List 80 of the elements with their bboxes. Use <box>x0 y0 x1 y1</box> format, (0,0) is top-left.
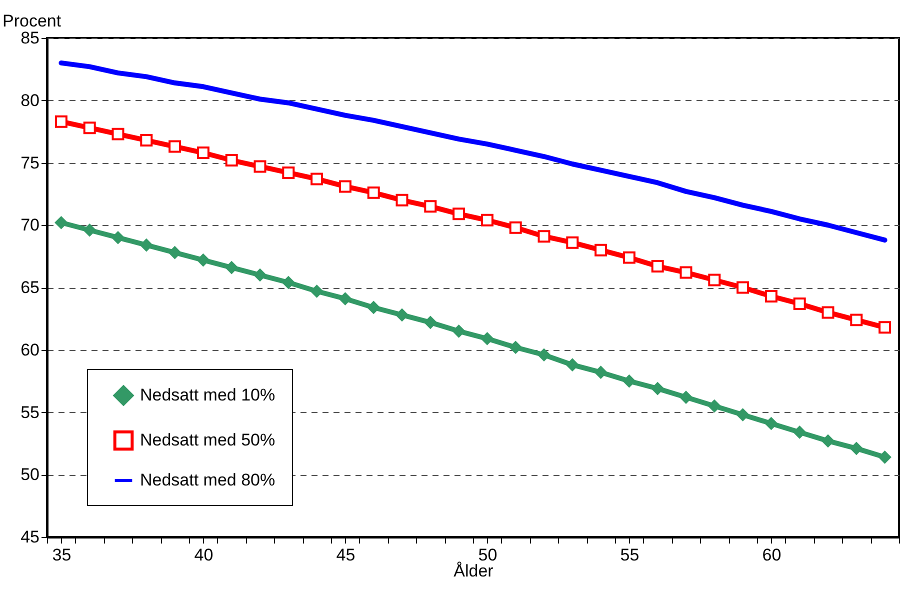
point <box>452 208 466 220</box>
point <box>736 281 750 294</box>
x-tick-label: 55 <box>620 546 640 564</box>
point <box>54 115 68 128</box>
point <box>822 434 834 448</box>
point <box>452 324 466 338</box>
x-tick-label: 35 <box>52 546 72 564</box>
y-tick-label: 80 <box>20 90 40 110</box>
x-axis-title: Ålder <box>454 562 494 580</box>
point <box>83 122 96 134</box>
point <box>254 160 266 173</box>
point <box>54 216 68 229</box>
point <box>225 154 238 166</box>
point <box>112 231 124 244</box>
point <box>850 314 863 326</box>
y-tick-label: 55 <box>20 402 40 422</box>
point <box>764 417 778 430</box>
point <box>708 274 721 286</box>
point <box>566 236 579 249</box>
point <box>878 321 892 334</box>
point <box>878 450 892 464</box>
point <box>196 146 210 160</box>
y-tick-label: 70 <box>20 216 40 235</box>
legend-label: Nedsatt med 80% <box>140 470 276 490</box>
point <box>680 266 692 279</box>
point <box>168 246 182 259</box>
point <box>736 408 750 421</box>
point <box>83 224 96 236</box>
point <box>225 261 238 274</box>
point <box>310 285 324 298</box>
point <box>196 254 210 266</box>
point <box>480 214 494 226</box>
point <box>282 166 295 179</box>
point <box>140 238 153 252</box>
point <box>282 276 295 289</box>
y-tick-label: 50 <box>20 465 40 484</box>
y-tick-label: 60 <box>20 340 40 360</box>
y-tick-label: 65 <box>20 278 40 297</box>
point <box>651 382 664 395</box>
x-tick-label: 45 <box>336 546 356 564</box>
point <box>822 306 834 319</box>
point <box>793 426 806 438</box>
point <box>509 221 522 234</box>
point <box>850 442 863 455</box>
point <box>424 316 437 329</box>
legend-label: Nedsatt med 10% <box>140 386 276 404</box>
point <box>764 290 778 302</box>
point <box>254 268 266 282</box>
point <box>367 301 380 314</box>
y-tick-label: 85 <box>20 28 40 48</box>
point <box>338 292 352 305</box>
x-tick-label: 50 <box>478 546 498 564</box>
y-axis-title: Procent <box>2 12 62 30</box>
point <box>594 244 608 256</box>
point <box>708 400 721 412</box>
x-tick-label: 60 <box>762 546 782 564</box>
point <box>310 172 324 186</box>
point <box>168 140 182 153</box>
point <box>140 134 153 147</box>
point <box>622 374 636 388</box>
point <box>651 260 664 273</box>
point <box>622 251 636 264</box>
point <box>424 200 437 213</box>
point <box>793 297 806 310</box>
point <box>112 128 124 140</box>
y-tick-label: 75 <box>20 153 40 172</box>
point <box>338 180 352 193</box>
point <box>480 332 494 345</box>
point <box>396 308 408 322</box>
point <box>680 391 692 404</box>
x-tick-label: 40 <box>194 546 214 564</box>
point <box>538 348 550 362</box>
point <box>594 366 608 379</box>
point <box>538 230 550 243</box>
y-tick-label: 45 <box>20 528 40 546</box>
point <box>566 358 579 372</box>
point <box>396 194 408 206</box>
point <box>509 341 522 354</box>
point <box>367 186 380 199</box>
legend-label: Nedsatt med 50% <box>140 430 276 450</box>
